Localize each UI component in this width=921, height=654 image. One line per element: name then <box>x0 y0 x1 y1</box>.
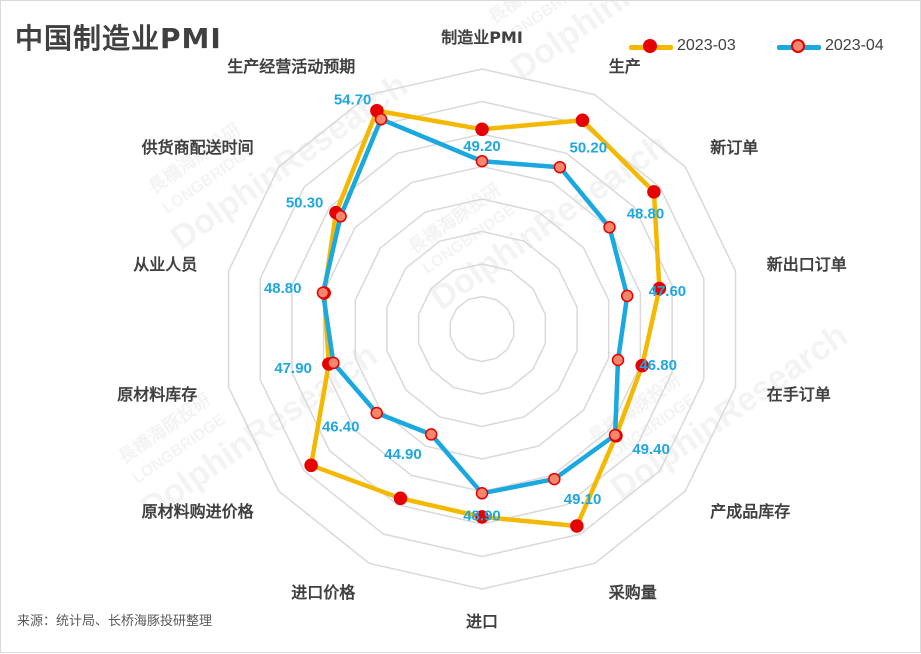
series-point-2023-03-4 <box>635 358 649 373</box>
data-label: 54.70 <box>334 91 372 108</box>
watermark: DolphinResearchLONGBRIDGE長橋海豚投研 <box>114 336 385 528</box>
data-label: 47.90 <box>274 360 312 377</box>
axis-label: 新订单 <box>710 138 758 157</box>
grid-ring <box>417 263 547 395</box>
series-point-2023-04-7 <box>475 487 489 500</box>
data-label: 48.80 <box>627 206 665 223</box>
series-point-2023-04-12 <box>334 210 347 223</box>
data-label: 47.60 <box>649 283 687 300</box>
axis-label: 生产 <box>609 57 641 76</box>
series-point-2023-04-10 <box>327 356 340 370</box>
data-label: 49.20 <box>463 138 501 155</box>
series-point-2023-04-6 <box>548 472 561 486</box>
series-point-2023-04-13 <box>374 112 388 126</box>
series-point-2023-04-8 <box>424 428 438 441</box>
axis-label: 产成品库存 <box>710 502 790 521</box>
series-point-2023-03-1 <box>575 113 590 128</box>
axis-label: 进口价格 <box>291 583 356 602</box>
data-label: 48.90 <box>463 507 501 524</box>
series-point-2023-03-7 <box>475 510 489 524</box>
series-layer <box>304 103 667 533</box>
source-note: 来源：统计局、长桥海豚投研整理 <box>17 614 213 629</box>
axis-label: 原材料购进价格 <box>142 502 255 521</box>
data-label: 49.10 <box>564 491 602 508</box>
grid-ring <box>259 100 705 558</box>
chart-title: 中国制造业PMI <box>15 22 222 55</box>
axis-label: 生产经营活动预期 <box>227 57 355 76</box>
data-label: 50.30 <box>286 195 324 212</box>
legend-label-series-2: 2023-04 <box>825 37 884 54</box>
legend-item-series-2: 2023-04 <box>777 37 897 57</box>
axis-label: 采购量 <box>608 583 657 602</box>
legend-item-series-1: 2023-03 <box>629 37 749 57</box>
legend-label-series-1: 2023-03 <box>677 37 736 54</box>
series-point-2023-03-3 <box>652 281 667 296</box>
data-label: 46.80 <box>639 357 677 374</box>
series-point-2023-03-2 <box>647 185 661 199</box>
series-point-2023-04-9 <box>370 406 383 420</box>
grid-ring <box>322 165 642 493</box>
legend-marker-series-2 <box>791 39 805 53</box>
axis-label: 原材料库存 <box>117 385 197 404</box>
series-point-2023-03-0 <box>475 122 489 137</box>
series-point-2023-04-0 <box>475 154 489 168</box>
grid-ring <box>227 68 737 590</box>
series-point-2023-03-9 <box>304 458 318 473</box>
series-point-2023-04-2 <box>603 221 616 234</box>
series-point-2023-04-11 <box>316 286 330 299</box>
data-label: 49.40 <box>632 441 670 458</box>
grid-ring <box>291 133 673 525</box>
legend-marker-series-1 <box>643 39 657 53</box>
grid-ring <box>449 295 515 363</box>
series-point-2023-03-6 <box>570 519 584 533</box>
data-label: 44.90 <box>384 446 422 463</box>
axis-label: 制造业PMI <box>441 28 523 47</box>
axis-label: 从业人员 <box>133 255 197 274</box>
series-point-2023-04-4 <box>611 353 625 367</box>
data-label: 46.40 <box>322 419 360 436</box>
axis-label: 新出口订单 <box>767 255 847 274</box>
series-point-2023-04-1 <box>553 160 567 174</box>
series-point-2023-04-3 <box>620 289 634 303</box>
axis-label: 进口 <box>466 612 498 631</box>
series-point-2023-04-5 <box>608 428 622 442</box>
axis-label: 在手订单 <box>767 385 831 404</box>
data-label: 50.20 <box>570 139 608 156</box>
data-label: 48.80 <box>264 280 302 297</box>
axis-label: 供货商配送时间 <box>141 138 254 157</box>
series-point-2023-03-8 <box>393 491 408 506</box>
grid-ring <box>386 230 578 428</box>
grid-ring <box>354 198 610 460</box>
